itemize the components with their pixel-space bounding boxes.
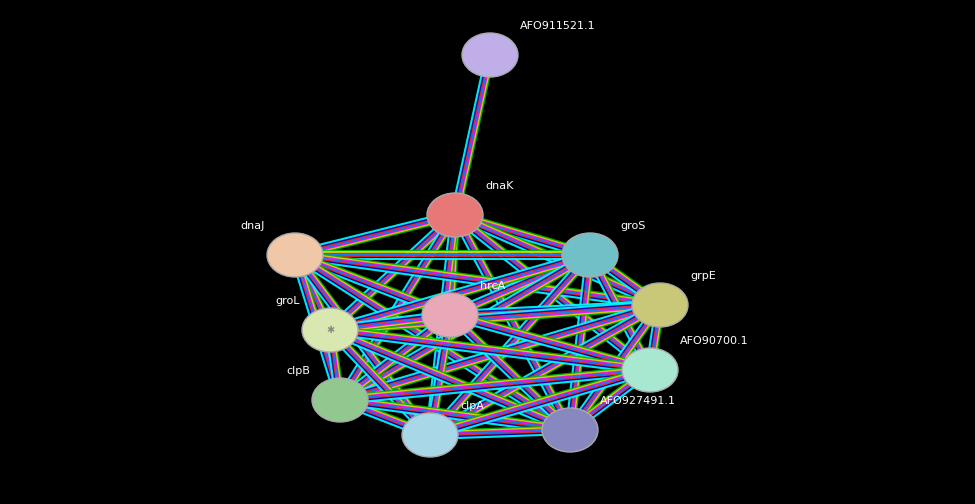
Text: hrcA: hrcA bbox=[480, 281, 505, 291]
Ellipse shape bbox=[542, 408, 598, 452]
Text: groS: groS bbox=[620, 221, 645, 231]
Text: dnaJ: dnaJ bbox=[241, 221, 265, 231]
Ellipse shape bbox=[562, 233, 618, 277]
Text: groL: groL bbox=[276, 296, 300, 306]
Text: grpE: grpE bbox=[690, 271, 716, 281]
Ellipse shape bbox=[402, 413, 458, 457]
Ellipse shape bbox=[622, 348, 678, 392]
Text: ✱: ✱ bbox=[326, 325, 334, 335]
Ellipse shape bbox=[267, 233, 323, 277]
Ellipse shape bbox=[427, 193, 483, 237]
Text: AFO911521.1: AFO911521.1 bbox=[520, 21, 596, 31]
Text: AFO90700.1: AFO90700.1 bbox=[680, 336, 749, 346]
Text: dnaK: dnaK bbox=[485, 181, 514, 191]
Ellipse shape bbox=[422, 293, 478, 337]
Text: AFO927491.1: AFO927491.1 bbox=[600, 396, 676, 406]
Text: clpA: clpA bbox=[460, 401, 484, 411]
Ellipse shape bbox=[302, 308, 358, 352]
Ellipse shape bbox=[462, 33, 518, 77]
Ellipse shape bbox=[312, 378, 368, 422]
Text: clpB: clpB bbox=[286, 366, 310, 376]
Ellipse shape bbox=[632, 283, 688, 327]
